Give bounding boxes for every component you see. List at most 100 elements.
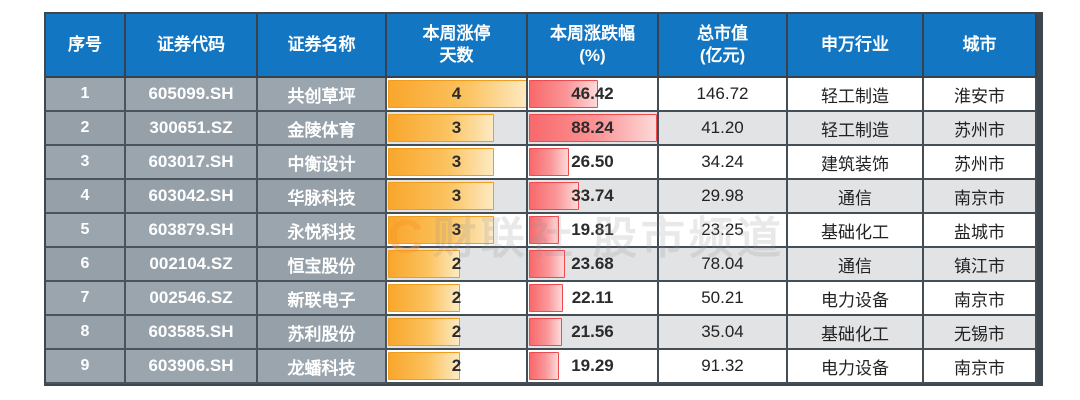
days-bar — [388, 284, 460, 312]
cell-industry: 基础化工 — [788, 214, 924, 248]
header-city: 城市 — [924, 14, 1037, 78]
cell-change: 19.29 — [528, 350, 659, 384]
chg-value: 21.56 — [571, 322, 614, 341]
cell-industry: 通信 — [788, 180, 924, 214]
days-value: 3 — [451, 152, 462, 171]
chg-bar — [529, 114, 657, 142]
cell-industry: 基础化工 — [788, 316, 924, 350]
cell-code: 002546.SZ — [126, 282, 258, 316]
days-value: 3 — [451, 118, 462, 137]
cell-city: 苏州市 — [924, 146, 1037, 180]
cell-name: 新联电子 — [258, 282, 387, 316]
cell-change: 26.50 — [528, 146, 659, 180]
cell-cap: 91.32 — [659, 350, 788, 384]
chg-bar — [529, 352, 559, 380]
cell-industry: 轻工制造 — [788, 112, 924, 146]
cell-cap: 146.72 — [659, 78, 788, 112]
cell-code: 300651.SZ — [126, 112, 258, 146]
chg-value: 23.68 — [571, 254, 614, 273]
cell-name: 永悦科技 — [258, 214, 387, 248]
chg-value: 22.11 — [571, 288, 614, 307]
days-bar — [388, 250, 460, 278]
cell-seq: 3 — [46, 146, 126, 180]
chg-value: 33.74 — [571, 186, 614, 205]
cell-seq: 4 — [46, 180, 126, 214]
days-value: 2 — [451, 254, 462, 273]
cell-days: 3 — [387, 180, 528, 214]
cell-name: 苏利股份 — [258, 316, 387, 350]
header-cap: 总市值 (亿元) — [659, 14, 788, 78]
days-bar — [388, 182, 495, 210]
cell-industry: 电力设备 — [788, 350, 924, 384]
days-value: 3 — [451, 186, 462, 205]
stocks-table: 序号 证券代码 证券名称 本周涨停 天数 本周涨跌幅 (%) 总市值 (亿元) … — [44, 12, 1043, 386]
cell-cap: 50.21 — [659, 282, 788, 316]
days-value: 2 — [451, 356, 462, 375]
chg-bar — [529, 80, 598, 108]
days-value: 2 — [451, 288, 462, 307]
cell-name: 龙蟠科技 — [258, 350, 387, 384]
days-bar — [388, 80, 526, 108]
cell-days: 2 — [387, 350, 528, 384]
cell-city: 苏州市 — [924, 112, 1037, 146]
cell-city: 盐城市 — [924, 214, 1037, 248]
days-value: 2 — [451, 322, 462, 341]
cell-change: 46.42 — [528, 78, 659, 112]
chg-bar — [529, 148, 569, 176]
chg-bar — [529, 182, 580, 210]
days-bar — [388, 114, 495, 142]
cell-cap: 78.04 — [659, 248, 788, 282]
header-name: 证券名称 — [258, 14, 387, 78]
cell-seq: 7 — [46, 282, 126, 316]
cell-seq: 6 — [46, 248, 126, 282]
cell-change: 23.68 — [528, 248, 659, 282]
chg-value: 88.24 — [571, 118, 614, 137]
chg-bar — [529, 284, 563, 312]
cell-change: 22.11 — [528, 282, 659, 316]
cell-days: 3 — [387, 146, 528, 180]
cell-days: 2 — [387, 316, 528, 350]
cell-seq: 5 — [46, 214, 126, 248]
cell-code: 603585.SH — [126, 316, 258, 350]
cell-name: 中衡设计 — [258, 146, 387, 180]
cell-code: 603017.SH — [126, 146, 258, 180]
chg-value: 46.42 — [571, 84, 614, 103]
chg-value: 26.50 — [571, 152, 614, 171]
header-industry: 申万行业 — [788, 14, 924, 78]
cell-cap: 23.25 — [659, 214, 788, 248]
cell-change: 19.81 — [528, 214, 659, 248]
chg-bar — [529, 216, 560, 244]
cell-cap: 29.98 — [659, 180, 788, 214]
cell-cap: 41.20 — [659, 112, 788, 146]
cell-days: 3 — [387, 112, 528, 146]
cell-change: 21.56 — [528, 316, 659, 350]
days-bar — [388, 352, 460, 380]
cell-name: 华脉科技 — [258, 180, 387, 214]
cell-code: 605099.SH — [126, 78, 258, 112]
cell-city: 南京市 — [924, 180, 1037, 214]
cell-code: 002104.SZ — [126, 248, 258, 282]
cell-city: 镇江市 — [924, 248, 1037, 282]
cell-change: 33.74 — [528, 180, 659, 214]
header-seq: 序号 — [46, 14, 126, 78]
days-bar — [388, 148, 495, 176]
cell-change: 88.24 — [528, 112, 659, 146]
cell-code: 603879.SH — [126, 214, 258, 248]
chg-bar — [529, 318, 562, 346]
cell-industry: 通信 — [788, 248, 924, 282]
cell-industry: 电力设备 — [788, 282, 924, 316]
header-change: 本周涨跌幅 (%) — [528, 14, 659, 78]
cell-industry: 轻工制造 — [788, 78, 924, 112]
days-bar — [388, 318, 460, 346]
cell-code: 603042.SH — [126, 180, 258, 214]
chg-bar — [529, 250, 565, 278]
cell-cap: 35.04 — [659, 316, 788, 350]
cell-name: 恒宝股份 — [258, 248, 387, 282]
cell-seq: 1 — [46, 78, 126, 112]
cell-seq: 9 — [46, 350, 126, 384]
cell-city: 南京市 — [924, 350, 1037, 384]
days-value: 4 — [451, 84, 462, 103]
header-code: 证券代码 — [126, 14, 258, 78]
cell-days: 2 — [387, 248, 528, 282]
